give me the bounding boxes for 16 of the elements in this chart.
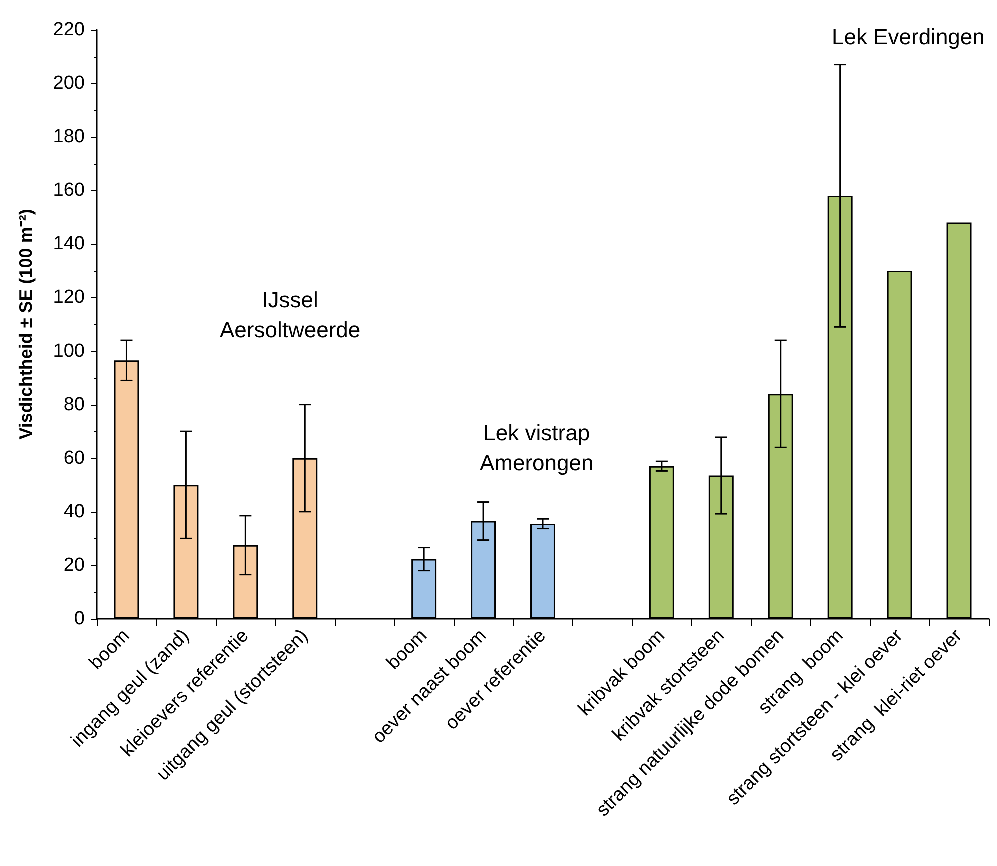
annotation: IJssel Aersoltweerde	[220, 288, 361, 342]
y-tick-label: 60	[64, 448, 85, 469]
y-tick-label: 140	[53, 234, 85, 255]
y-tick-label: 220	[53, 20, 85, 40]
y-tick-label: 20	[64, 554, 85, 576]
y-axis-title: Visdichtheid ± SE (100 m⁻²)	[16, 209, 36, 440]
y-tick-label: 160	[53, 180, 85, 202]
y-tick-label: 100	[53, 340, 85, 362]
y-tick-label: 200	[53, 73, 85, 94]
y-tick-label: 180	[53, 126, 85, 148]
y-tick-label: 120	[53, 287, 85, 308]
annotation: Lek vistrap Amerongen	[480, 420, 594, 476]
y-tick-label: 40	[64, 501, 85, 522]
annotation: Lek Everdingen	[832, 24, 985, 50]
y-tick-label: 80	[64, 394, 85, 416]
y-tick-label: 0	[74, 608, 85, 630]
